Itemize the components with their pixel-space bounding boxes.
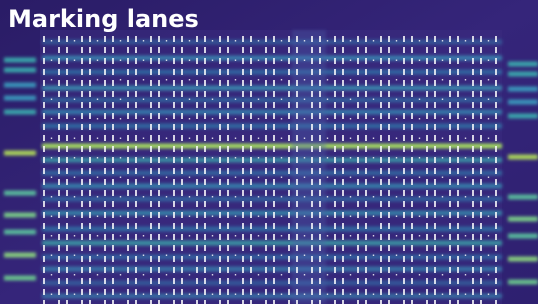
ladder-band — [508, 155, 538, 160]
band — [42, 294, 502, 299]
band — [42, 281, 502, 286]
ladder-band — [4, 151, 36, 156]
band — [42, 98, 502, 103]
page: {"title": "Marking lanes"} Marking lanes… — [0, 0, 538, 304]
band — [42, 86, 502, 91]
ladder-band — [508, 87, 538, 92]
ladder-band — [4, 213, 36, 218]
ladder-band — [4, 276, 36, 281]
gel-image: Marking lanes — [0, 0, 538, 304]
band — [42, 124, 502, 129]
band — [42, 40, 502, 45]
band — [42, 241, 502, 246]
band — [42, 211, 502, 216]
ladder-band — [4, 83, 36, 88]
ladder-band — [508, 217, 538, 222]
ladder-band — [4, 110, 36, 115]
band — [42, 227, 502, 232]
ladder-band — [4, 58, 36, 63]
ladder-band — [4, 253, 36, 258]
ladder-band — [4, 96, 36, 101]
band — [42, 144, 502, 149]
band — [42, 184, 502, 189]
band — [42, 255, 502, 260]
title: Marking lanes — [8, 5, 199, 33]
band — [42, 171, 502, 176]
ladder-band — [508, 280, 538, 285]
ladder-band — [508, 100, 538, 105]
band — [42, 56, 502, 61]
band — [42, 267, 502, 272]
ladder-band — [4, 191, 36, 196]
ladder-band — [4, 68, 36, 73]
ladder-band — [508, 195, 538, 200]
band — [42, 70, 502, 75]
band — [42, 110, 502, 115]
ladder-band — [508, 234, 538, 239]
ladder-band — [508, 114, 538, 119]
ladder-band — [508, 62, 538, 67]
band — [42, 158, 502, 163]
ladder-band — [4, 230, 36, 235]
band — [42, 197, 502, 202]
ladder-band — [508, 257, 538, 262]
ladder-band — [508, 72, 538, 77]
